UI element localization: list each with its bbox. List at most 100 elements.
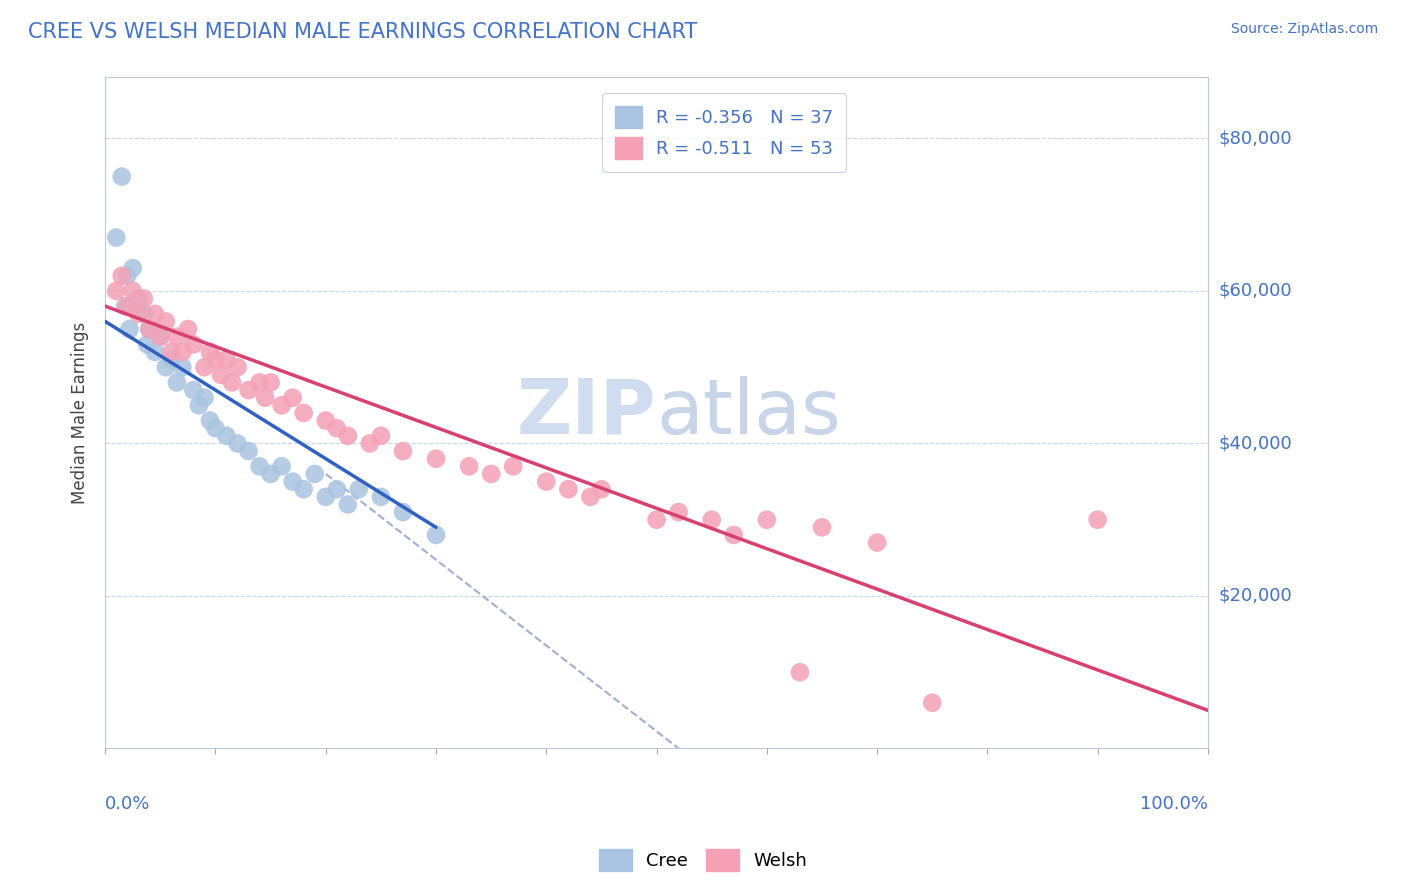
Point	[557, 482, 579, 496]
Legend: Cree, Welsh: Cree, Welsh	[592, 842, 814, 879]
Point	[668, 505, 690, 519]
Point	[183, 337, 205, 351]
Point	[118, 322, 141, 336]
Point	[166, 329, 188, 343]
Point	[149, 329, 172, 343]
Point	[160, 352, 183, 367]
Point	[370, 429, 392, 443]
Point	[479, 467, 502, 481]
Point	[281, 475, 304, 489]
Point	[326, 421, 349, 435]
Point	[209, 368, 232, 382]
Point	[315, 414, 337, 428]
Point	[132, 307, 155, 321]
Point	[160, 345, 183, 359]
Point	[392, 444, 415, 458]
Point	[866, 535, 889, 549]
Point	[502, 459, 524, 474]
Point	[347, 482, 370, 496]
Point	[392, 505, 415, 519]
Point	[204, 421, 226, 435]
Point	[187, 398, 209, 412]
Point	[121, 284, 143, 298]
Point	[111, 169, 134, 184]
Point	[127, 292, 149, 306]
Point	[105, 284, 128, 298]
Text: $40,000: $40,000	[1219, 434, 1292, 452]
Point	[105, 230, 128, 244]
Text: ZIP: ZIP	[517, 376, 657, 450]
Point	[172, 360, 194, 375]
Point	[249, 376, 271, 390]
Point	[155, 360, 177, 375]
Point	[359, 436, 381, 450]
Text: $80,000: $80,000	[1219, 129, 1292, 147]
Point	[336, 498, 359, 512]
Point	[281, 391, 304, 405]
Point	[259, 467, 281, 481]
Point	[114, 299, 136, 313]
Point	[370, 490, 392, 504]
Point	[198, 345, 221, 359]
Point	[238, 444, 260, 458]
Point	[111, 268, 134, 283]
Text: CREE VS WELSH MEDIAN MALE EARNINGS CORRELATION CHART: CREE VS WELSH MEDIAN MALE EARNINGS CORRE…	[28, 22, 697, 42]
Point	[304, 467, 326, 481]
Point	[198, 414, 221, 428]
Point	[143, 307, 166, 321]
Point	[183, 383, 205, 397]
Y-axis label: Median Male Earnings: Median Male Earnings	[72, 322, 89, 504]
Point	[127, 307, 149, 321]
Point	[315, 490, 337, 504]
Point	[292, 406, 315, 420]
Point	[136, 337, 159, 351]
Point	[149, 329, 172, 343]
Text: 0.0%: 0.0%	[105, 796, 150, 814]
Point	[921, 696, 943, 710]
Point	[132, 292, 155, 306]
Point	[536, 475, 558, 489]
Point	[155, 314, 177, 328]
Point	[193, 360, 215, 375]
Point	[254, 391, 277, 405]
Text: $20,000: $20,000	[1219, 587, 1292, 605]
Point	[121, 261, 143, 276]
Point	[193, 391, 215, 405]
Point	[249, 459, 271, 474]
Point	[172, 345, 194, 359]
Point	[226, 360, 249, 375]
Point	[117, 299, 139, 313]
Point	[336, 429, 359, 443]
Point	[425, 451, 447, 466]
Point	[117, 268, 139, 283]
Text: Source: ZipAtlas.com: Source: ZipAtlas.com	[1230, 22, 1378, 37]
Point	[166, 376, 188, 390]
Point	[177, 322, 200, 336]
Point	[259, 376, 281, 390]
Point	[458, 459, 481, 474]
Point	[204, 352, 226, 367]
Text: $60,000: $60,000	[1219, 282, 1292, 300]
Point	[789, 665, 811, 680]
Point	[700, 513, 723, 527]
Point	[215, 429, 238, 443]
Point	[811, 520, 834, 534]
Point	[270, 398, 292, 412]
Point	[270, 459, 292, 474]
Point	[226, 436, 249, 450]
Point	[215, 352, 238, 367]
Point	[292, 482, 315, 496]
Text: atlas: atlas	[657, 376, 841, 450]
Point	[238, 383, 260, 397]
Point	[579, 490, 602, 504]
Point	[1087, 513, 1109, 527]
Point	[221, 376, 243, 390]
Point	[755, 513, 778, 527]
Text: 100.0%: 100.0%	[1140, 796, 1208, 814]
Point	[138, 322, 160, 336]
Point	[591, 482, 613, 496]
Point	[138, 322, 160, 336]
Point	[723, 528, 745, 542]
Point	[645, 513, 668, 527]
Legend: R = -0.356   N = 37, R = -0.511   N = 53: R = -0.356 N = 37, R = -0.511 N = 53	[602, 93, 846, 171]
